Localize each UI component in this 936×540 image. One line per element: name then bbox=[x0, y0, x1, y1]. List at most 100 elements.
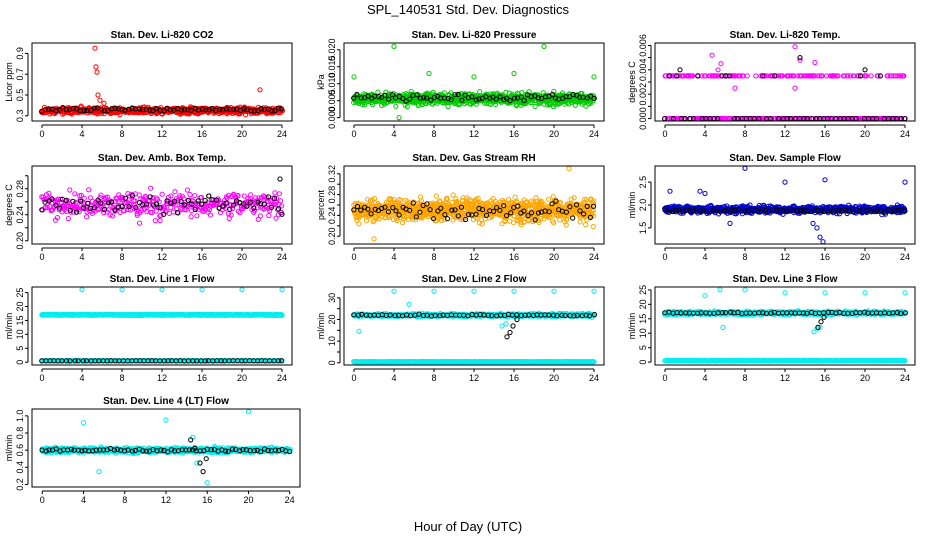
point-1-min-std-dev bbox=[394, 217, 400, 224]
y-tick-label: 0.000 bbox=[638, 107, 648, 130]
point-hourly-std-dev bbox=[797, 55, 803, 61]
point-hourly-std-dev bbox=[867, 207, 873, 213]
point-1-min-std-dev bbox=[54, 215, 61, 221]
point-hourly-std-dev bbox=[150, 202, 156, 208]
point-1-min-std-dev bbox=[441, 90, 447, 96]
point-1-min-std-dev bbox=[235, 192, 241, 199]
point-hourly-std-dev bbox=[574, 202, 580, 208]
point-hourly-std-dev bbox=[351, 95, 357, 101]
point-1-min-std-dev bbox=[248, 196, 254, 202]
point-hourly-std-dev bbox=[393, 208, 399, 214]
point-hourly-std-dev bbox=[445, 95, 451, 102]
x-tick-label: 20 bbox=[237, 252, 247, 262]
point-1-min-std-dev bbox=[511, 70, 517, 77]
point-hourly-std-dev bbox=[435, 208, 441, 214]
point-1-min-std-dev bbox=[276, 191, 282, 197]
point-1-min-std-dev bbox=[518, 219, 524, 225]
point-hourly-std-dev bbox=[491, 208, 497, 214]
point-1-min-std-dev bbox=[744, 73, 750, 79]
point-hourly-std-dev bbox=[738, 208, 745, 214]
point-hourly-std-dev bbox=[172, 198, 178, 204]
point-1-min-std-dev bbox=[510, 220, 517, 226]
point-hourly-std-dev bbox=[417, 95, 424, 101]
x-tick-label: 24 bbox=[900, 129, 910, 139]
point-1-min-std-dev bbox=[762, 73, 768, 79]
point-hourly-std-dev bbox=[39, 207, 45, 213]
y-tick-label: 0.002 bbox=[638, 83, 648, 106]
point-hourly-std-dev bbox=[368, 211, 374, 217]
point-1-min-std-dev bbox=[512, 194, 518, 200]
point-1-min-std-dev bbox=[820, 239, 826, 244]
point-1-min-std-dev bbox=[536, 219, 542, 225]
point-1-min-std-dev bbox=[835, 73, 841, 79]
x-tick-label: 0 bbox=[351, 252, 356, 262]
point-hourly-std-dev bbox=[587, 214, 594, 220]
y-axis-label: Licor ppm bbox=[4, 62, 14, 102]
point-hourly-std-dev bbox=[185, 107, 191, 113]
point-hourly-std-dev bbox=[549, 201, 555, 207]
point-hourly-std-dev bbox=[727, 73, 733, 79]
point-1-min-std-dev bbox=[46, 190, 52, 196]
point-1-min-std-dev bbox=[471, 74, 477, 80]
point-1-min-std-dev bbox=[577, 219, 583, 225]
point-1-min-std-dev bbox=[157, 218, 163, 224]
point-hourly-std-dev bbox=[129, 192, 135, 199]
point-hourly-std-dev bbox=[179, 107, 185, 113]
point-hourly-std-dev bbox=[358, 207, 364, 213]
point-hourly-std-dev bbox=[216, 205, 222, 211]
point-hourly-std-dev bbox=[511, 95, 518, 101]
point-hourly-std-dev bbox=[247, 199, 254, 205]
point-hourly-std-dev bbox=[161, 211, 167, 217]
point-hourly-std-dev bbox=[46, 106, 52, 112]
y-tick-label: 0.20 bbox=[15, 232, 25, 250]
point-hourly-std-dev bbox=[728, 207, 734, 213]
x-tick-label: 4 bbox=[391, 252, 396, 262]
point-hourly-std-dev bbox=[581, 211, 587, 217]
point-hourly-std-dev bbox=[108, 199, 114, 205]
point-1-min-std-dev bbox=[550, 220, 557, 226]
x-tick-label: 4 bbox=[79, 252, 84, 262]
point-1-min-std-dev bbox=[234, 200, 240, 206]
point-hourly-std-dev bbox=[674, 73, 680, 79]
series-group bbox=[39, 45, 285, 118]
point-hourly-std-dev bbox=[466, 212, 472, 218]
point-1-min-std-dev bbox=[163, 208, 169, 214]
x-tick-label: 0 bbox=[39, 252, 44, 262]
point-1-min-std-dev bbox=[797, 57, 803, 63]
point-hourly-std-dev bbox=[400, 95, 406, 102]
point-hourly-std-dev bbox=[497, 94, 503, 100]
point-1-min-std-dev bbox=[72, 191, 78, 197]
point-1-min-std-dev bbox=[532, 103, 538, 110]
point-hourly-std-dev bbox=[365, 206, 371, 212]
point-1-min-std-dev bbox=[847, 73, 854, 79]
point-1-min-std-dev bbox=[194, 213, 200, 219]
point-hourly-std-dev bbox=[469, 94, 475, 100]
x-tick-label: 24 bbox=[589, 129, 599, 139]
point-1-min-std-dev bbox=[814, 225, 820, 231]
point-hourly-std-dev bbox=[407, 96, 413, 102]
point-1-min-std-dev bbox=[273, 196, 280, 202]
point-hourly-std-dev bbox=[385, 209, 391, 215]
point-1-min-std-dev bbox=[716, 73, 722, 79]
point-1-min-std-dev bbox=[591, 198, 597, 204]
point-1-min-std-dev bbox=[159, 191, 165, 197]
point-hourly-std-dev bbox=[504, 213, 510, 219]
point-hourly-std-dev bbox=[365, 93, 371, 99]
point-1-min-std-dev bbox=[97, 97, 103, 103]
point-hourly-std-dev bbox=[774, 207, 780, 213]
point-1-min-std-dev bbox=[898, 73, 904, 79]
point-hourly-std-dev bbox=[695, 73, 701, 79]
panel-title: Stan. Dev. Amb. Box Temp. bbox=[98, 153, 226, 164]
point-hourly-std-dev bbox=[354, 203, 361, 210]
point-hourly-std-dev bbox=[91, 105, 98, 111]
x-tick-label: 4 bbox=[79, 129, 84, 139]
point-1-min-std-dev bbox=[398, 197, 404, 203]
point-hourly-std-dev bbox=[567, 204, 573, 210]
point-hourly-std-dev bbox=[783, 209, 790, 215]
point-hourly-std-dev bbox=[227, 206, 233, 212]
point-hourly-std-dev bbox=[277, 176, 283, 182]
point-1-min-std-dev bbox=[565, 213, 571, 219]
point-hourly-std-dev bbox=[78, 198, 84, 204]
point-hourly-std-dev bbox=[836, 207, 842, 213]
